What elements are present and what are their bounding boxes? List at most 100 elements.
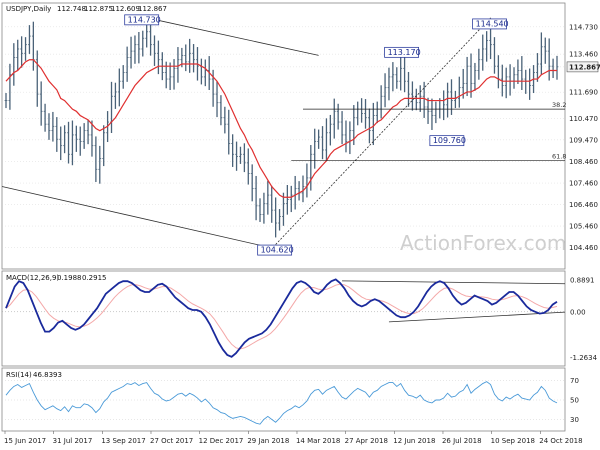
x-tick-label: 13 Sep 2017 [101, 437, 145, 445]
price-callout: 114.730 [124, 14, 161, 26]
x-tick-label: 27 Oct 2017 [150, 437, 193, 445]
price-bar [317, 129, 321, 149]
price-bar [51, 111, 55, 142]
rsi-title: RSI(14) [6, 371, 32, 379]
svg-text:109.760: 109.760 [433, 136, 466, 145]
price-panel [1, 2, 566, 270]
price-bar [86, 119, 90, 145]
price-tick-label: 104.460 [569, 244, 598, 252]
price-bar [328, 114, 332, 146]
macd-lower-trendline [388, 311, 566, 323]
price-bar [16, 39, 20, 71]
price-bar [258, 198, 262, 222]
price-bar [211, 69, 215, 107]
last-price-box [566, 61, 599, 73]
ohlc-high: 112.875 [84, 5, 113, 13]
price-bar [239, 146, 242, 164]
price-bar [422, 81, 426, 118]
dotted-support-line [275, 17, 491, 245]
macd-signal-line [5, 283, 558, 350]
rsi-tick-label: 70 [570, 377, 579, 385]
price-tick-label: 108.460 [569, 158, 598, 166]
price-bar [141, 30, 145, 57]
price-bar [192, 44, 195, 73]
price-bar [383, 73, 387, 108]
price-bar [430, 98, 434, 130]
price-tick-label: 107.460 [569, 180, 598, 188]
price-callout: 104.620 [257, 244, 294, 256]
price-tick-label: 106.460 [569, 201, 598, 209]
price-bar [246, 148, 250, 185]
price-bar [20, 36, 24, 68]
macd-tick-label: 0.8891 [570, 276, 595, 284]
price-bar [368, 108, 371, 144]
macd-tick-label: -1.2634 [570, 354, 598, 362]
macd-line [5, 278, 558, 358]
price-bar [219, 95, 223, 126]
price-tick-label: 111.690 [569, 89, 598, 97]
price-bar [371, 102, 375, 146]
rsi-line [5, 381, 558, 425]
price-bar [485, 31, 489, 62]
macd-upper-trendline [342, 280, 566, 285]
price-bar [102, 125, 106, 167]
price-bar [469, 53, 473, 98]
x-tick-label: 31 Jul 2017 [53, 437, 93, 445]
price-bar [399, 57, 403, 91]
price-bar [28, 25, 31, 54]
price-bar [477, 48, 481, 80]
price-bar [547, 38, 551, 81]
price-bar [59, 126, 63, 161]
price-bar [168, 62, 172, 91]
fib-level-label: 38.2 [552, 101, 566, 109]
price-bar [539, 32, 543, 75]
price-tick-label: 109.470 [569, 136, 598, 144]
price-bar [121, 65, 125, 89]
x-tick-label: 29 Jan 2018 [247, 437, 289, 445]
x-tick-label: 15 Jun 2017 [4, 437, 46, 445]
price-bar [145, 20, 149, 48]
svg-text:114.540: 114.540 [476, 19, 509, 28]
price-bar [301, 175, 305, 203]
price-bar [125, 46, 129, 82]
price-tick-label: 113.460 [569, 51, 598, 59]
price-callout: 109.760 [429, 135, 466, 147]
price-bar [133, 35, 137, 64]
price-bar [332, 98, 336, 139]
price-callout: 114.540 [472, 18, 509, 30]
price-bar [172, 59, 176, 90]
price-bar [74, 125, 78, 152]
price-bar [504, 67, 508, 99]
price-bar [39, 81, 43, 126]
x-tick-label: 12 Dec 2017 [199, 437, 244, 445]
price-bar [47, 113, 51, 140]
x-tick-label: 12 Jun 2018 [393, 437, 435, 445]
fib-level-label: 61.8 [552, 153, 566, 161]
x-tick-label: 26 Jul 2018 [442, 437, 482, 445]
macd-tick-label: 0.00 [570, 308, 586, 316]
price-bar [153, 35, 156, 66]
price-bar [78, 126, 82, 156]
svg-text:113.170: 113.170 [388, 48, 421, 57]
rsi-panel [1, 367, 566, 432]
price-bar [223, 106, 227, 134]
price-bar [4, 93, 8, 109]
svg-text:104.620: 104.620 [261, 246, 294, 255]
price-bar [489, 27, 492, 60]
price-bar [465, 56, 469, 97]
rsi-value: 46.8393 [33, 371, 62, 379]
macd-trendlines [342, 280, 566, 323]
macd-title: MACD(12,26,9) [6, 274, 59, 282]
price-bar [114, 82, 117, 109]
price-bar [516, 59, 520, 84]
price-bar [543, 37, 547, 64]
price-bar [71, 120, 74, 166]
macd-signal-value: 0.2915 [82, 274, 107, 282]
price-bar [231, 134, 235, 167]
price-bar [274, 197, 278, 238]
price-bar [235, 141, 238, 171]
price-bar [481, 34, 485, 71]
svg-text:114.730: 114.730 [128, 15, 161, 24]
price-tick-label: 114.730 [569, 23, 598, 31]
